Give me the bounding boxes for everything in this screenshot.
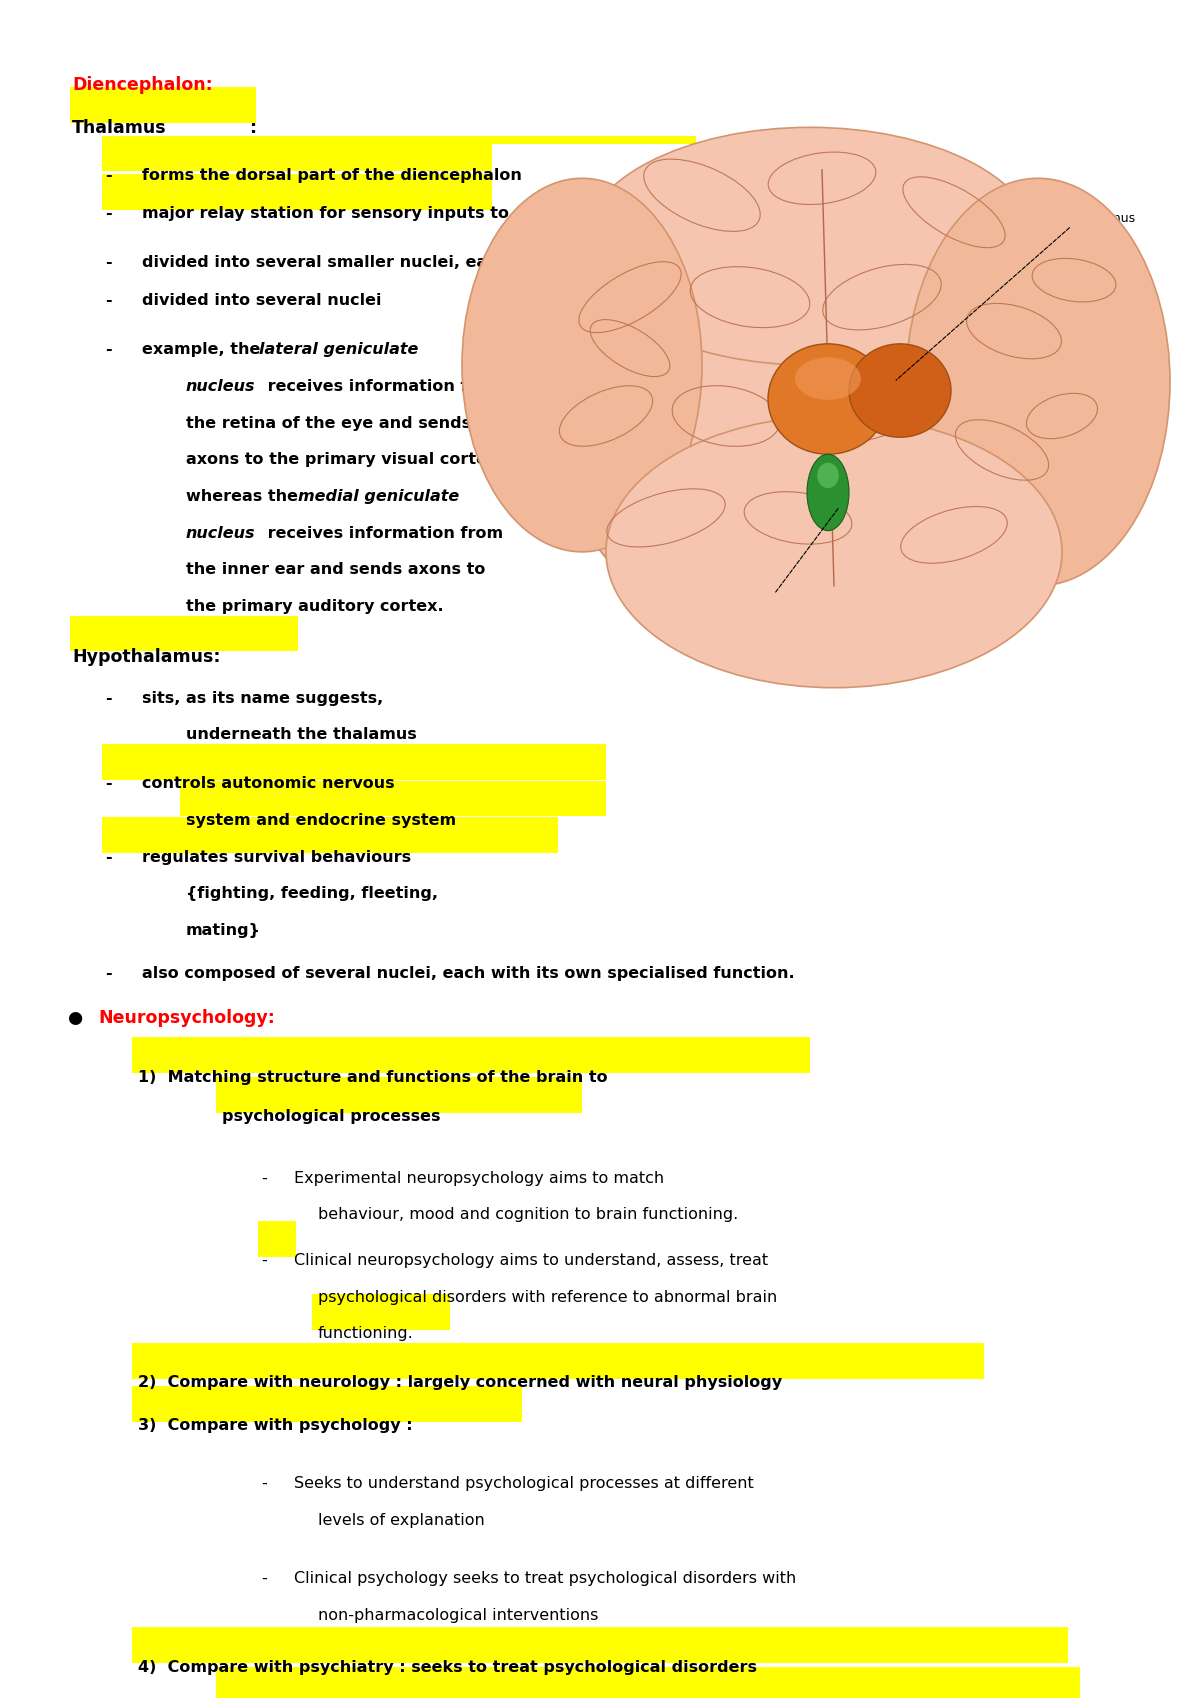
Ellipse shape xyxy=(606,416,1062,688)
Text: Clinical neuropsychology aims to understand, assess, treat: Clinical neuropsychology aims to underst… xyxy=(294,1253,768,1268)
Text: -: - xyxy=(106,343,113,357)
Bar xyxy=(132,1627,1068,1662)
Ellipse shape xyxy=(582,127,1038,365)
Text: levels of explanation: levels of explanation xyxy=(318,1513,485,1528)
Bar xyxy=(216,1667,1080,1698)
Text: Hypothalamus: Hypothalamus xyxy=(678,586,768,599)
Bar xyxy=(70,87,256,122)
Text: Experimental neuropsychology aims to match: Experimental neuropsychology aims to mat… xyxy=(294,1170,664,1185)
Bar xyxy=(132,1037,810,1073)
Text: -: - xyxy=(106,966,113,981)
Text: -: - xyxy=(106,691,113,706)
Text: Thalamus: Thalamus xyxy=(1074,212,1135,226)
Text: underneath the thalamus: underneath the thalamus xyxy=(186,727,416,742)
Text: 4)  Compare with psychiatry : seeks to treat psychological disorders: 4) Compare with psychiatry : seeks to tr… xyxy=(138,1659,757,1674)
Bar xyxy=(180,781,606,817)
Text: the primary auditory cortex.: the primary auditory cortex. xyxy=(186,599,444,615)
Text: -: - xyxy=(106,849,113,864)
Text: -: - xyxy=(262,1571,268,1586)
Text: psychological disorders with reference to abnormal brain: psychological disorders with reference t… xyxy=(318,1290,778,1304)
Text: receives information from: receives information from xyxy=(262,379,503,394)
Ellipse shape xyxy=(806,455,848,530)
Text: nucleus: nucleus xyxy=(186,526,256,540)
Text: :: : xyxy=(250,119,257,138)
Bar xyxy=(102,175,852,211)
Bar xyxy=(70,616,298,652)
Ellipse shape xyxy=(546,144,1098,654)
Text: {fighting, feeding, fleeting,: {fighting, feeding, fleeting, xyxy=(186,886,438,902)
Text: non-pharmacological interventions: non-pharmacological interventions xyxy=(318,1608,599,1623)
Text: controls autonomic nervous: controls autonomic nervous xyxy=(142,776,395,791)
Text: also composed of several nuclei, each with its own specialised function.: also composed of several nuclei, each wi… xyxy=(142,966,794,981)
Text: -: - xyxy=(106,294,113,309)
Text: mating}: mating} xyxy=(186,924,262,937)
Text: -: - xyxy=(262,1253,268,1268)
Text: the retina of the eye and sends: the retina of the eye and sends xyxy=(186,416,472,431)
Bar xyxy=(492,144,1182,679)
Bar xyxy=(102,817,558,852)
Text: psychological processes: psychological processes xyxy=(222,1109,440,1124)
Text: behaviour, mood and cognition to brain functioning.: behaviour, mood and cognition to brain f… xyxy=(318,1207,738,1223)
Text: nucleus: nucleus xyxy=(186,379,256,394)
Text: -: - xyxy=(106,207,113,221)
Bar xyxy=(312,1294,450,1330)
Text: Hypothalamus:: Hypothalamus: xyxy=(72,649,221,666)
Text: whereas the: whereas the xyxy=(186,489,304,504)
Text: Seeks to understand psychological processes at different: Seeks to understand psychological proces… xyxy=(294,1476,754,1491)
Ellipse shape xyxy=(850,345,952,436)
Text: system and endocrine system: system and endocrine system xyxy=(186,813,456,829)
Text: lateral geniculate: lateral geniculate xyxy=(259,343,419,357)
Text: medial geniculate: medial geniculate xyxy=(298,489,458,504)
Text: -: - xyxy=(106,168,113,183)
Text: Thalamus: Thalamus xyxy=(72,119,167,138)
Text: -: - xyxy=(262,1170,268,1185)
Text: forms the dorsal part of the diencephalon: forms the dorsal part of the diencephalo… xyxy=(142,168,522,183)
Text: divided into several smaller nuclei, each with a specific function: divided into several smaller nuclei, eac… xyxy=(142,255,725,270)
Ellipse shape xyxy=(794,358,860,401)
Text: divided into several nuclei: divided into several nuclei xyxy=(142,294,382,309)
Text: regulates survival behaviours: regulates survival behaviours xyxy=(142,849,410,864)
Text: receives information from: receives information from xyxy=(262,526,503,540)
Ellipse shape xyxy=(817,464,839,489)
Text: 1)  Matching structure and functions of the brain to: 1) Matching structure and functions of t… xyxy=(138,1070,607,1085)
Text: the inner ear and sends axons to: the inner ear and sends axons to xyxy=(186,562,485,577)
Bar xyxy=(132,1343,984,1379)
Text: -: - xyxy=(106,255,113,270)
Text: 2)  Compare with neurology : largely concerned with neural physiology: 2) Compare with neurology : largely conc… xyxy=(138,1375,782,1391)
Text: -: - xyxy=(262,1476,268,1491)
Text: Neuropsychology:: Neuropsychology: xyxy=(98,1009,275,1027)
Text: Clinical psychology seeks to treat psychological disorders with: Clinical psychology seeks to treat psych… xyxy=(294,1571,797,1586)
Bar xyxy=(258,1221,296,1257)
Text: Diencephalon:: Diencephalon: xyxy=(72,76,212,95)
Bar xyxy=(102,136,696,171)
Text: major relay station for sensory inputs to cerebral cortex: major relay station for sensory inputs t… xyxy=(142,207,653,221)
Text: functioning.: functioning. xyxy=(318,1326,414,1341)
Text: axons to the primary visual cortex,: axons to the primary visual cortex, xyxy=(186,452,504,467)
Text: ●: ● xyxy=(67,1009,83,1027)
Text: 3)  Compare with psychology :: 3) Compare with psychology : xyxy=(138,1418,413,1433)
Bar xyxy=(132,1386,522,1421)
Text: example, the: example, the xyxy=(142,343,265,357)
Ellipse shape xyxy=(768,345,888,453)
Text: sits, as its name suggests,: sits, as its name suggests, xyxy=(142,691,383,706)
Bar xyxy=(216,1077,582,1112)
Ellipse shape xyxy=(906,178,1170,586)
Ellipse shape xyxy=(462,178,702,552)
Bar xyxy=(102,744,606,779)
Text: -: - xyxy=(106,776,113,791)
